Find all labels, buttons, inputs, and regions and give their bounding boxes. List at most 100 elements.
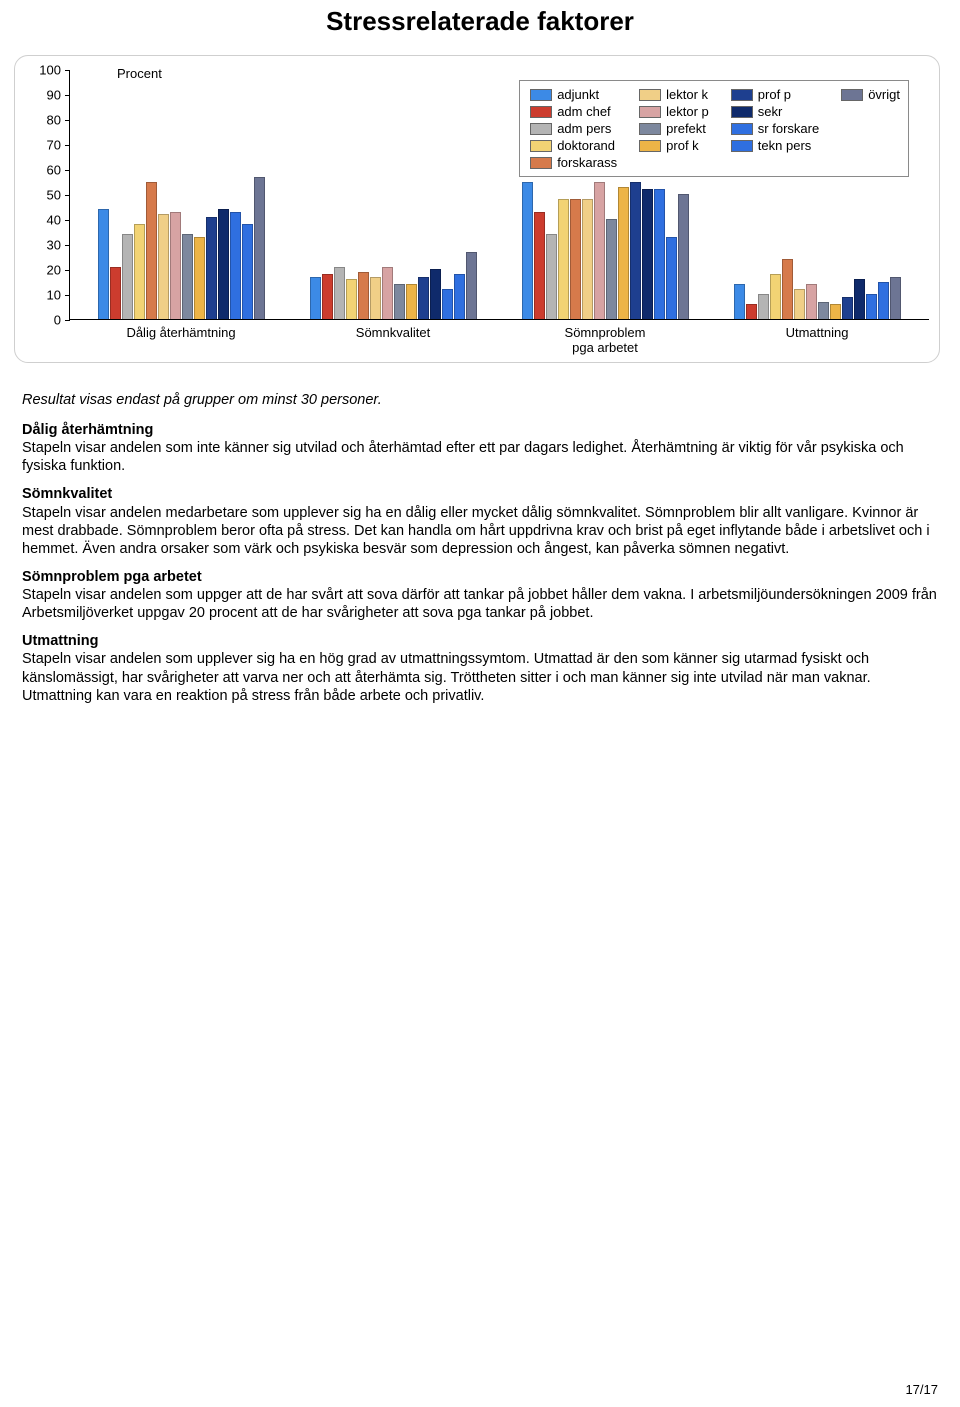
bar <box>582 199 593 319</box>
bar <box>358 272 369 320</box>
y-tick-label: 40 <box>25 213 61 228</box>
legend-item: doktorand <box>530 138 617 153</box>
bar-group <box>98 177 265 320</box>
legend-item: sekr <box>731 104 819 119</box>
bar <box>606 219 617 319</box>
bar <box>746 304 757 319</box>
bar <box>794 289 805 319</box>
y-tick-label: 30 <box>25 238 61 253</box>
legend-swatch <box>639 106 661 118</box>
legend-swatch <box>639 123 661 135</box>
x-tick-label: Dålig återhämtning <box>101 326 261 356</box>
legend-label: lektor p <box>666 104 709 119</box>
bar <box>666 237 677 320</box>
legend-label: forskarass <box>557 155 617 170</box>
legend-swatch <box>530 140 552 152</box>
legend-item: prefekt <box>639 121 709 136</box>
y-tick-label: 50 <box>25 188 61 203</box>
legend-item: tekn pers <box>731 138 819 153</box>
legend-label: prof p <box>758 87 791 102</box>
legend-swatch <box>731 89 753 101</box>
bar <box>134 224 145 319</box>
bar <box>310 277 321 320</box>
bar <box>878 282 889 320</box>
legend-label: adm chef <box>557 104 610 119</box>
x-tick-label: Utmattning <box>737 326 897 356</box>
section-body: Stapeln visar andelen som inte känner si… <box>22 439 938 475</box>
bar <box>466 252 477 320</box>
bar <box>522 182 533 320</box>
bar <box>806 284 817 319</box>
bar <box>678 194 689 319</box>
section-heading: Dålig återhämtning <box>22 421 938 439</box>
legend-column: prof p sekr sr forskare tekn pers <box>731 87 819 170</box>
legend-item: adjunkt <box>530 87 617 102</box>
bar <box>334 267 345 320</box>
bar-group <box>522 182 689 320</box>
bar <box>170 212 181 320</box>
x-tick-label: Sömnproblem pga arbetet <box>525 326 685 356</box>
y-tick-label: 70 <box>25 138 61 153</box>
legend-item: lektor p <box>639 104 709 119</box>
legend-column: adjunkt adm chef adm pers doktorand forskara… <box>530 87 617 170</box>
y-tick-label: 100 <box>25 63 61 78</box>
bar <box>442 289 453 319</box>
legend-label: övrigt <box>868 87 900 102</box>
legend-item: prof k <box>639 138 709 153</box>
legend-label: doktorand <box>557 138 615 153</box>
x-axis: Dålig återhämtningSömnkvalitetSömnproble… <box>69 326 929 356</box>
bar-group <box>310 252 477 320</box>
legend-swatch <box>731 123 753 135</box>
bar <box>382 267 393 320</box>
legend-label: adm pers <box>557 121 611 136</box>
bar <box>454 274 465 319</box>
y-tick-label: 60 <box>25 163 61 178</box>
bar <box>394 284 405 319</box>
legend-column: övrigt <box>841 87 900 170</box>
y-tick-label: 90 <box>25 88 61 103</box>
y-axis: 0102030405060708090100 <box>25 70 69 320</box>
bar <box>770 274 781 319</box>
section-heading: Sömnproblem pga arbetet <box>22 568 938 586</box>
legend-item: lektor k <box>639 87 709 102</box>
bar <box>734 284 745 319</box>
note-italic: Resultat visas endast på grupper om mins… <box>22 391 938 409</box>
bar <box>110 267 121 320</box>
legend-item: forskarass <box>530 155 617 170</box>
legend-swatch <box>731 140 753 152</box>
plot-wrap: Procent Dålig återhämtningSömnkvalitetSö… <box>69 70 929 356</box>
bar <box>758 294 769 319</box>
bar <box>818 302 829 320</box>
legend-label: prefekt <box>666 121 706 136</box>
section-body: Stapeln visar andelen som uppger att de … <box>22 586 938 622</box>
section-heading: Utmattning <box>22 632 938 650</box>
chart-card: 0102030405060708090100 Procent Dålig åte… <box>14 55 940 363</box>
legend-swatch <box>530 123 552 135</box>
section-body: Stapeln visar andelen medarbetare som up… <box>22 504 938 558</box>
body-text: Resultat visas endast på grupper om mins… <box>22 391 938 705</box>
y-tick-label: 10 <box>25 288 61 303</box>
bar <box>418 277 429 320</box>
legend-column: lektor k lektor p prefekt prof k <box>639 87 709 170</box>
bar <box>146 182 157 320</box>
legend-label: tekn pers <box>758 138 811 153</box>
bar <box>890 277 901 320</box>
y-tick-label: 80 <box>25 113 61 128</box>
bar <box>630 182 641 320</box>
bar <box>654 189 665 319</box>
legend-item: sr forskare <box>731 121 819 136</box>
bar <box>866 294 877 319</box>
legend-swatch <box>639 140 661 152</box>
legend-label: sekr <box>758 104 783 119</box>
bar <box>842 297 853 320</box>
bar <box>122 234 133 319</box>
legend-swatch <box>530 157 552 169</box>
legend-swatch <box>731 106 753 118</box>
section-body: Stapeln visar andelen som upplever sig h… <box>22 650 938 704</box>
bar <box>194 237 205 320</box>
bar <box>854 279 865 319</box>
bar <box>218 209 229 319</box>
bar <box>618 187 629 320</box>
y-tick <box>65 320 70 321</box>
sections: Dålig återhämtningStapeln visar andelen … <box>22 421 938 705</box>
